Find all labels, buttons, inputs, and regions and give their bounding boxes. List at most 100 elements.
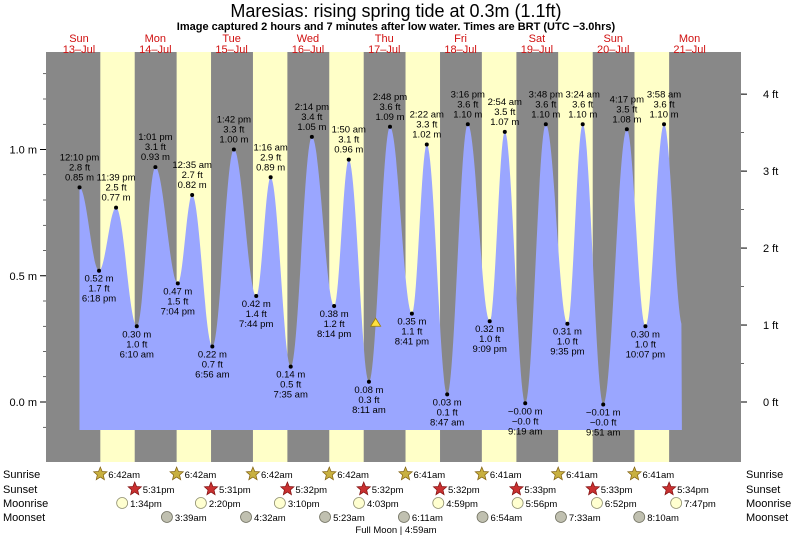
- sunrise-time: 6:42am: [108, 470, 140, 481]
- moonset-time: 5:23am: [333, 513, 365, 524]
- right-axis-label: 4 ft: [763, 89, 778, 101]
- tide-time-label: 7:44 pm: [239, 319, 273, 330]
- tide-metre-label: 0.52 m: [85, 274, 114, 285]
- moonrise-time: 6:52pm: [605, 499, 637, 510]
- tide-time-label: 3:58 am: [647, 89, 681, 100]
- tide-point: [502, 129, 507, 134]
- tide-time-label: 7:04 pm: [161, 306, 195, 317]
- tide-feet-label: 3.3 ft: [416, 119, 437, 130]
- sunrise-icon: [92, 466, 108, 481]
- tide-feet-label: 1.5 ft: [167, 296, 188, 307]
- tide-metre-label: 0.08 m: [354, 385, 383, 396]
- tide-point: [543, 122, 548, 127]
- tide-metre-label: −0.01 m: [586, 408, 621, 419]
- sunset-time: 5:34pm: [677, 485, 709, 496]
- sunset-icon: [203, 481, 219, 496]
- tide-feet-label: 3.6 ft: [535, 99, 556, 110]
- day-date-label: 15–Jul: [215, 44, 247, 56]
- tide-feet-label: 2.9 ft: [260, 152, 281, 163]
- sunrise-icon: [245, 466, 261, 481]
- tide-point: [153, 165, 158, 170]
- moonrise-time: 5:56pm: [526, 499, 558, 510]
- tide-feet-label: −0.0 ft: [512, 416, 539, 427]
- right-axis-label: 3 ft: [763, 166, 778, 178]
- sun-moon-rows: Sunrise Sunrise Sunset Sunset Moonrise Moonri…: [3, 466, 791, 536]
- sunrise-time: 6:42am: [185, 470, 217, 481]
- moonset-icon: [555, 511, 567, 523]
- tide-point: [487, 319, 492, 324]
- tide-point: [175, 281, 180, 286]
- current-level-marker: [369, 317, 382, 327]
- tide-feet-label: 1.1 ft: [401, 327, 422, 338]
- tide-point: [254, 293, 259, 298]
- moonrise-icon: [194, 497, 207, 509]
- row-label-right-moonrise: Moonrise: [746, 498, 791, 510]
- row-label-left-moonrise: Moonrise: [3, 498, 48, 510]
- tide-metre-label: 0.30 m: [631, 329, 660, 340]
- tide-point: [288, 364, 293, 369]
- tide-point: [662, 122, 667, 127]
- day-name-label: Thu: [375, 33, 394, 45]
- moonrise-time: 4:03pm: [367, 499, 399, 510]
- row-label-right-sunrise: Sunrise: [746, 469, 783, 481]
- tide-metre-label: 1.10 m: [531, 109, 560, 120]
- moonset-time: 8:10am: [647, 513, 679, 524]
- sunrise-icon: [398, 466, 414, 481]
- left-axis-label: 0.5 m: [9, 271, 37, 283]
- tide-time-label: 3:16 pm: [451, 89, 485, 100]
- tide-feet-label: 1.7 ft: [88, 284, 109, 295]
- tide-time-label: 1:01 pm: [138, 132, 172, 143]
- tide-point: [580, 122, 585, 127]
- tide-point: [77, 185, 82, 190]
- right-axis-label: 1 ft: [763, 320, 778, 332]
- sunrise-icon: [169, 466, 185, 481]
- day-name-label: Sun: [69, 33, 89, 45]
- tide-feet-label: 2.7 ft: [182, 170, 203, 181]
- moonrise-icon: [511, 497, 524, 509]
- tide-feet-label: 1.0 ft: [479, 334, 500, 345]
- tide-time-label: 2:48 pm: [373, 92, 407, 103]
- tide-point: [445, 392, 450, 397]
- sunset-icon: [356, 481, 372, 496]
- moonset-icon: [633, 511, 646, 523]
- tide-metre-label: 0.47 m: [163, 286, 192, 297]
- moonrise-time: 4:59pm: [446, 499, 478, 510]
- tide-point: [332, 304, 337, 309]
- tide-metre-label: 1.07 m: [490, 117, 519, 128]
- tide-metre-label: 0.14 m: [276, 370, 305, 381]
- tide-area: [79, 124, 682, 431]
- tide-point: [643, 324, 648, 329]
- tide-metre-label: 0.89 m: [256, 162, 285, 173]
- tide-metre-label: 1.05 m: [297, 122, 326, 133]
- moonset-time: 4:32am: [254, 513, 286, 524]
- tide-time-label: 4:17 pm: [610, 94, 644, 105]
- sunrise-time: 6:41am: [490, 470, 522, 481]
- tide-time-label: 1:42 pm: [217, 115, 251, 126]
- tide-point: [388, 124, 393, 129]
- moonrise-icon: [432, 497, 445, 509]
- tide-metre-label: 1.10 m: [453, 109, 482, 120]
- sunset-time: 5:33pm: [601, 485, 633, 496]
- tide-feet-label: 3.6 ft: [653, 99, 674, 110]
- moonrise-icon: [273, 497, 286, 509]
- tide-metre-label: 0.38 m: [320, 309, 349, 320]
- moonset-icon: [319, 511, 331, 523]
- moonset-time: 3:39am: [175, 513, 207, 524]
- moonset-time: 6:54am: [491, 513, 523, 524]
- tide-point: [114, 205, 119, 210]
- tide-point: [565, 321, 570, 326]
- tide-point: [268, 175, 273, 180]
- tide-time-label: 8:41 pm: [395, 337, 429, 348]
- sunset-time: 5:32pm: [448, 485, 480, 496]
- tide-time-label: 12:35 am: [172, 160, 212, 171]
- tide-time-label: 3:48 pm: [529, 89, 563, 100]
- tide-feet-label: 1.0 ft: [635, 339, 656, 350]
- moonset-time: 6:11am: [412, 513, 443, 524]
- tide-feet-label: 1.0 ft: [557, 337, 578, 348]
- day-date-label: 19–Jul: [521, 44, 553, 56]
- tide-feet-label: 3.3 ft: [223, 125, 244, 136]
- tide-point: [231, 147, 236, 152]
- tide-point: [624, 127, 629, 132]
- tide-point: [409, 311, 414, 316]
- tide-metre-label: 0.22 m: [198, 349, 227, 360]
